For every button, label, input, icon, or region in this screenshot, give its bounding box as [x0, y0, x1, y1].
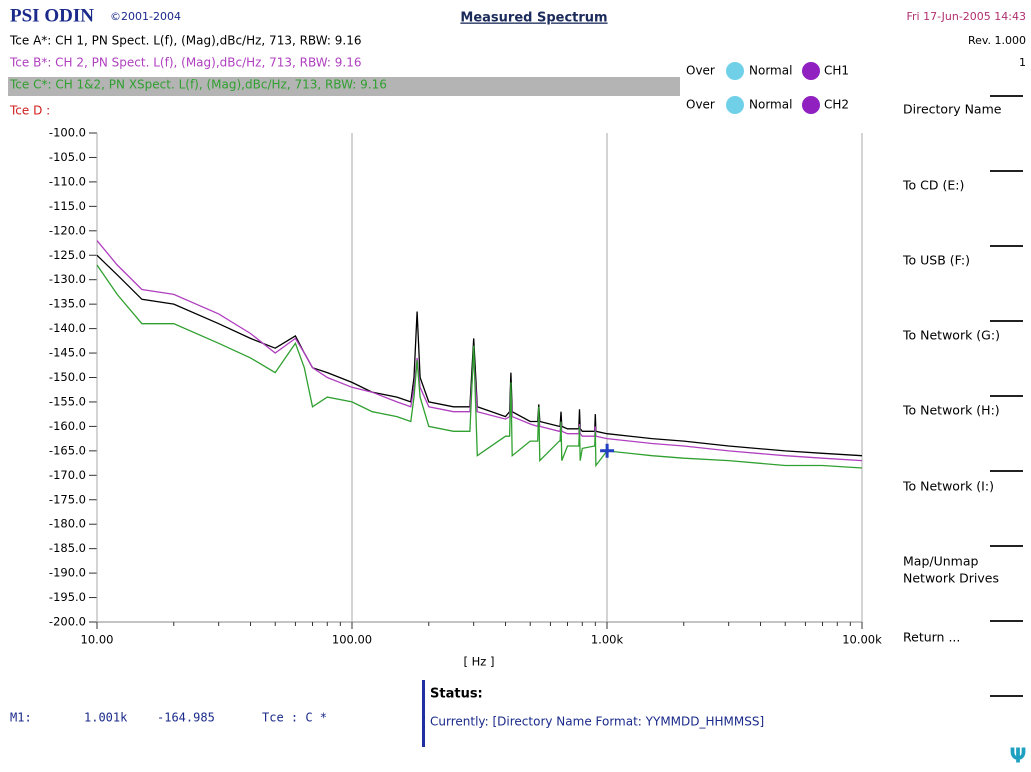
y-tick-label: -175.0	[49, 492, 86, 506]
y-tick-label: -150.0	[49, 370, 86, 384]
legend-channel: CH1	[824, 64, 849, 78]
legend-dot	[726, 62, 744, 80]
y-tick-label: -120.0	[49, 223, 86, 237]
chart-title: Measured Spectrum	[460, 11, 607, 26]
y-tick-label: -200.0	[49, 615, 86, 629]
softkey-label[interactable]: To Network (I:)	[902, 479, 994, 494]
softkey-label[interactable]: Return ...	[903, 630, 960, 645]
softkey-line	[990, 95, 1023, 97]
marker-x: 1.001k	[84, 711, 128, 725]
trace-line	[96, 254, 863, 457]
softkey-label[interactable]: To CD (E:)	[902, 178, 964, 193]
softkey-line	[990, 620, 1023, 622]
copyright: ©2001-2004	[110, 10, 181, 23]
marker-y: -164.985	[157, 711, 215, 725]
y-tick-label: -135.0	[49, 297, 86, 311]
legend-over: Over	[686, 64, 715, 78]
trace-d[interactable]: Tce D :	[9, 104, 50, 118]
date: Fri 17-Jun-2005 14:43	[906, 10, 1026, 23]
softkey-line	[990, 395, 1023, 397]
legend-dot	[802, 62, 820, 80]
y-tick-label: -185.0	[49, 541, 86, 555]
x-axis-label: [ Hz ]	[464, 655, 495, 669]
app-icon[interactable]: Ψ	[1010, 744, 1027, 768]
trace-line	[96, 240, 863, 462]
status-bar	[422, 680, 425, 747]
y-tick-label: -105.0	[49, 150, 86, 164]
legend-normal: Normal	[749, 64, 792, 78]
softkey-line	[990, 245, 1023, 247]
y-tick-label: -100.0	[49, 126, 86, 140]
legend-over: Over	[686, 98, 715, 112]
y-tick-label: -180.0	[49, 517, 86, 531]
trace-label[interactable]: Tce B*: CH 2, PN Spect. L(f), (Mag),dBc/…	[9, 56, 362, 70]
y-tick-label: -130.0	[49, 272, 86, 286]
marker-cross	[600, 443, 615, 458]
revision: Rev. 1.000	[968, 34, 1026, 47]
softkey-line	[990, 470, 1023, 472]
status-title: Status:	[430, 687, 483, 702]
x-tick-label: 10.00	[81, 633, 114, 647]
legend-channel: CH2	[824, 98, 849, 112]
y-tick-label: -115.0	[49, 199, 86, 213]
y-tick-label: -195.0	[49, 590, 86, 604]
logo: PSI ODIN	[10, 5, 94, 26]
legend-dot	[726, 96, 744, 114]
y-tick-label: -165.0	[49, 443, 86, 457]
softkey-label[interactable]: To USB (F:)	[902, 253, 970, 268]
marker-trace: Tce : C *	[262, 711, 327, 725]
softkey-label[interactable]: Network Drives	[903, 571, 999, 586]
page: 1	[1019, 56, 1026, 69]
x-tick-label: 1.00k	[591, 633, 624, 647]
y-tick-label: -140.0	[49, 321, 86, 335]
y-tick-label: -110.0	[49, 174, 86, 188]
softkey-label[interactable]: To Network (H:)	[902, 403, 1000, 418]
trace-highlight	[8, 77, 680, 96]
y-tick-label: -190.0	[49, 566, 86, 580]
marker-name: M1:	[10, 711, 32, 725]
y-tick-label: -125.0	[49, 248, 86, 262]
softkey-label[interactable]: To Network (G:)	[902, 328, 1000, 343]
softkey-line	[990, 170, 1023, 172]
trace-line	[96, 264, 863, 469]
y-tick-label: -145.0	[49, 346, 86, 360]
legend-dot	[802, 96, 820, 114]
x-tick-label: 100.00	[332, 633, 372, 647]
softkey-line	[990, 320, 1023, 322]
softkey-line	[990, 545, 1023, 547]
y-tick-label: -170.0	[49, 468, 86, 482]
y-tick-label: -155.0	[49, 394, 86, 408]
y-tick-label: -160.0	[49, 419, 86, 433]
legend-normal: Normal	[749, 98, 792, 112]
softkey-label[interactable]: Map/Unmap	[903, 554, 978, 569]
trace-label[interactable]: Tce C*: CH 1&2, PN XSpect. L(f), (Mag),d…	[9, 78, 387, 92]
softkey-label[interactable]: Directory Name	[903, 102, 1002, 117]
softkey-line	[990, 695, 1023, 697]
trace-label[interactable]: Tce A*: CH 1, PN Spect. L(f), (Mag),dBc/…	[9, 34, 361, 48]
status-text: Currently: [Directory Name Format: YYMMD…	[430, 715, 764, 729]
x-tick-label: 10.00k	[842, 633, 882, 647]
